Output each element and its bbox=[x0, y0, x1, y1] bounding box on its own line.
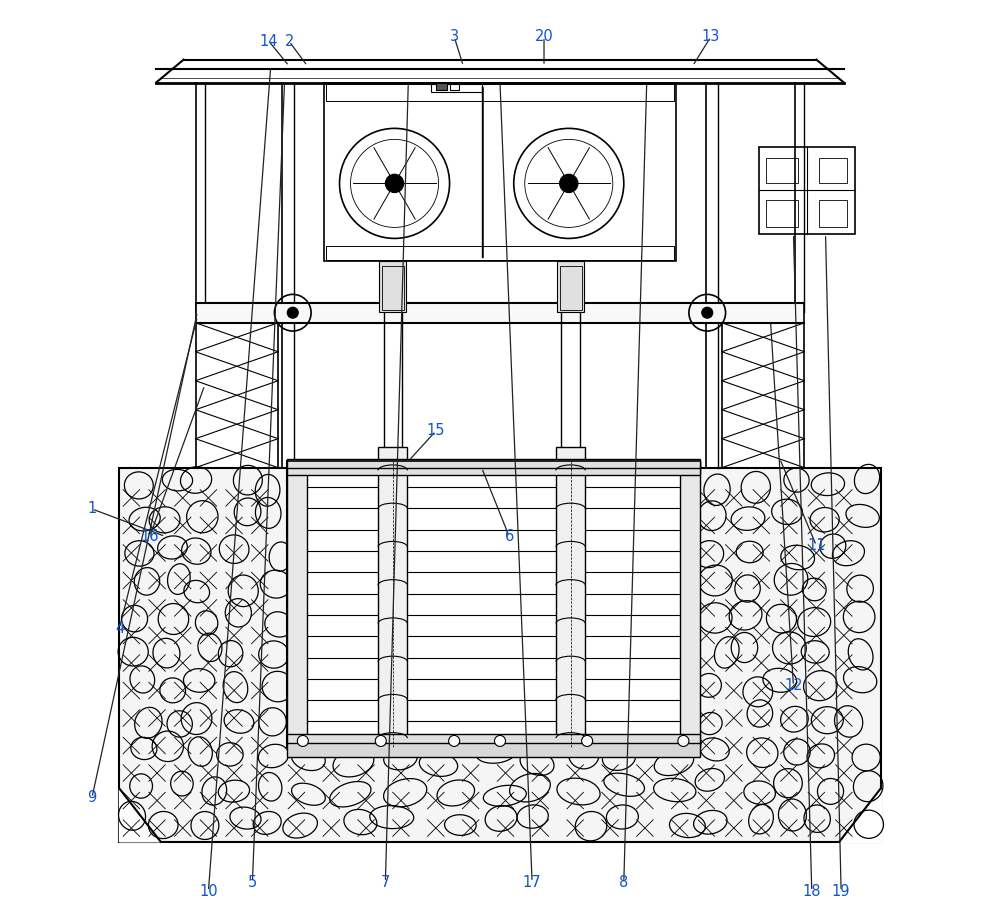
Text: 8: 8 bbox=[619, 875, 628, 889]
Text: 1: 1 bbox=[87, 502, 97, 516]
Circle shape bbox=[297, 735, 308, 746]
Text: 20: 20 bbox=[535, 29, 553, 44]
Text: 7: 7 bbox=[381, 875, 390, 889]
Circle shape bbox=[494, 735, 506, 746]
Bar bbox=[378, 447, 407, 747]
Polygon shape bbox=[839, 789, 881, 842]
Text: 13: 13 bbox=[702, 29, 720, 44]
Circle shape bbox=[385, 174, 404, 193]
Text: 2: 2 bbox=[284, 34, 294, 49]
Bar bbox=[196, 303, 804, 323]
Text: 6: 6 bbox=[505, 529, 514, 544]
Circle shape bbox=[449, 735, 460, 746]
Text: 14: 14 bbox=[260, 34, 278, 49]
Bar bbox=[450, 83, 459, 90]
Bar bbox=[382, 266, 404, 310]
Bar bbox=[680, 461, 700, 747]
Bar bbox=[379, 261, 406, 312]
Text: 3: 3 bbox=[450, 29, 459, 44]
Bar bbox=[326, 84, 674, 101]
Bar bbox=[287, 461, 307, 747]
Text: 15: 15 bbox=[427, 424, 445, 438]
Bar bbox=[560, 266, 582, 310]
Circle shape bbox=[702, 307, 713, 318]
Bar bbox=[766, 200, 798, 227]
Text: 9: 9 bbox=[87, 790, 97, 805]
Circle shape bbox=[582, 735, 593, 746]
Text: 16: 16 bbox=[140, 529, 159, 544]
Bar bbox=[287, 458, 700, 468]
Text: 5: 5 bbox=[248, 875, 257, 889]
Text: 17: 17 bbox=[523, 875, 541, 889]
Text: 11: 11 bbox=[807, 538, 826, 553]
Circle shape bbox=[560, 174, 578, 193]
Bar bbox=[287, 461, 700, 747]
Polygon shape bbox=[119, 789, 161, 842]
Text: 4: 4 bbox=[115, 621, 124, 635]
Bar bbox=[759, 147, 855, 234]
Bar bbox=[431, 83, 482, 92]
Bar bbox=[436, 83, 447, 90]
Bar bbox=[324, 83, 676, 261]
Bar bbox=[287, 743, 700, 757]
Circle shape bbox=[375, 735, 386, 746]
Text: 19: 19 bbox=[832, 884, 850, 899]
Text: 18: 18 bbox=[803, 884, 821, 899]
Text: 10: 10 bbox=[199, 884, 218, 899]
Text: 12: 12 bbox=[784, 679, 803, 693]
Bar bbox=[556, 447, 585, 747]
Bar bbox=[557, 261, 584, 312]
Bar bbox=[326, 246, 674, 260]
Bar bbox=[819, 158, 847, 183]
Circle shape bbox=[287, 307, 298, 318]
Bar bbox=[819, 200, 847, 227]
Bar bbox=[119, 468, 881, 842]
Bar bbox=[766, 158, 798, 183]
Bar bbox=[427, 83, 486, 84]
Bar bbox=[287, 461, 700, 475]
Circle shape bbox=[678, 735, 689, 746]
Bar bbox=[287, 734, 700, 747]
